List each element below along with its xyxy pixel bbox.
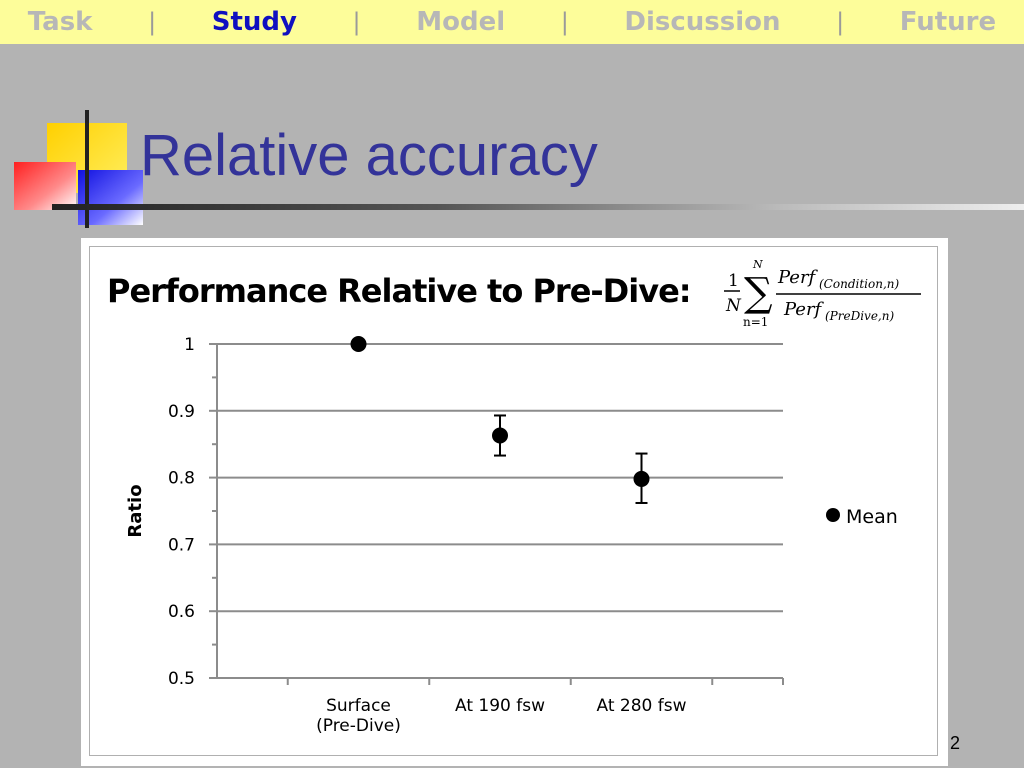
chart-title: Performance Relative to Pre-Dive: — [107, 272, 692, 310]
y-tick-label: 0.7 — [168, 535, 195, 555]
formula-numerator: Perf — [777, 267, 819, 288]
decorative-squares-logo — [14, 110, 143, 228]
y-tick-label: 0.9 — [168, 402, 195, 422]
y-axis-title: Ratio — [125, 484, 146, 537]
nav-item-study[interactable]: Study — [211, 7, 297, 37]
chart-border — [89, 246, 938, 756]
x-category-label-line: At 190 fsw — [455, 696, 545, 716]
slide-title: Relative accuracy — [140, 123, 598, 188]
formula-one: 1 — [728, 271, 739, 291]
formula-numerator-sub: (Condition,n) — [819, 277, 899, 291]
top-navigation: Task | Study | Model | Discussion | Future — [0, 0, 1024, 44]
legend-label-mean: Mean — [846, 506, 898, 528]
y-tick-label: 0.5 — [168, 669, 195, 689]
data-point-mean — [350, 336, 367, 352]
y-tick-label: 1 — [184, 335, 195, 355]
title-underline — [52, 204, 1024, 210]
y-tick-label: 0.6 — [168, 602, 195, 622]
data-point-mean — [633, 470, 650, 487]
nav-item-task[interactable]: Task — [27, 7, 93, 37]
chart-plot: 1 0.9 0.8 0.7 0.6 0.5 Surface (Pre-Dive) At 190 … — [125, 258, 921, 736]
nav-separator: | — [836, 8, 845, 36]
data-point-mean — [492, 427, 508, 444]
x-category-label-line: Surface — [326, 696, 391, 716]
page-number: 2 — [950, 733, 961, 753]
formula-denominator: Perf — [783, 299, 825, 320]
formula-sum-bottom: n=1 — [743, 315, 768, 329]
nav-item-future[interactable]: Future — [899, 7, 997, 37]
y-tick-label: 0.8 — [168, 469, 195, 489]
formula-sum-sign: ∑ — [744, 270, 773, 316]
x-category-label-line: At 280 fsw — [597, 696, 687, 716]
formula-denominator-sub: (PreDive,n) — [825, 309, 894, 323]
x-category-label: At 280 fsw — [597, 696, 687, 716]
formula-N: N — [725, 296, 742, 316]
x-category-label-line: (Pre-Dive) — [316, 716, 401, 736]
nav-separator: | — [148, 8, 157, 36]
legend-marker-mean — [826, 508, 840, 522]
chart-image: Performance Relative to Pre-Dive: 1 0.9 0.… — [81, 238, 948, 766]
nav-separator: | — [560, 8, 569, 36]
x-category-label: At 190 fsw — [455, 696, 545, 716]
nav-item-model[interactable]: Model — [416, 7, 506, 37]
x-category-label: Surface (Pre-Dive) — [316, 696, 401, 736]
nav-separator: | — [352, 8, 361, 36]
formula-sum-top: N — [752, 258, 763, 271]
nav-item-discussion[interactable]: Discussion — [624, 7, 781, 37]
